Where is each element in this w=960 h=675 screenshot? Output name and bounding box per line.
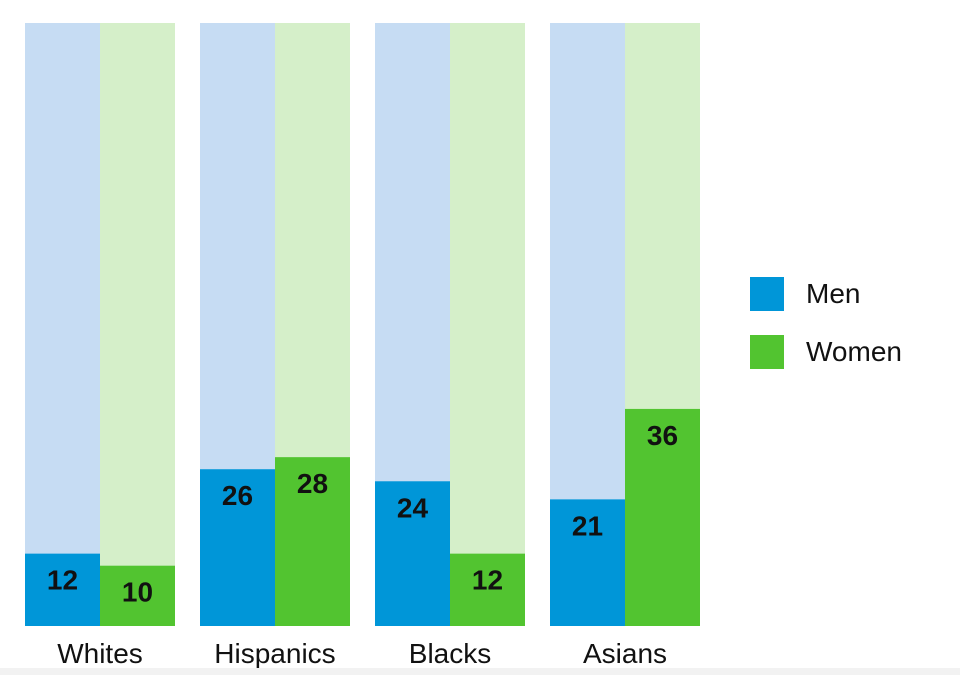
- bar-blacks-women: [450, 553, 525, 626]
- bar-background-whites-men: [25, 23, 100, 626]
- bar-asians-women: [625, 408, 700, 626]
- category-label-asians: Asians: [583, 638, 667, 669]
- bar-hispanics-men: [200, 469, 275, 626]
- data-label-hispanics-men: 26: [222, 480, 253, 511]
- legend-swatch-men: [750, 277, 784, 311]
- category-label-hispanics: Hispanics: [214, 638, 335, 669]
- data-label-blacks-women: 12: [472, 565, 503, 596]
- legend-item-men: Men: [750, 277, 902, 311]
- legend-swatch-women: [750, 335, 784, 369]
- bar-background-whites-women: [100, 23, 175, 626]
- data-label-blacks-men: 24: [397, 492, 429, 523]
- data-label-whites-women: 10: [122, 577, 153, 608]
- bar-whites-women: [100, 565, 175, 626]
- data-label-asians-women: 36: [647, 420, 678, 451]
- legend: Men Women: [750, 277, 902, 393]
- legend-item-women: Women: [750, 335, 902, 369]
- category-label-whites: Whites: [57, 638, 143, 669]
- legend-label-women: Women: [806, 336, 902, 367]
- bottom-strip: [0, 668, 960, 675]
- bar-whites-men: [25, 553, 100, 626]
- bar-hispanics-women: [275, 457, 350, 626]
- legend-label-men: Men: [806, 278, 861, 309]
- data-label-asians-men: 21: [572, 510, 603, 541]
- bar-blacks-men: [375, 481, 450, 626]
- data-label-hispanics-women: 28: [297, 468, 328, 499]
- data-label-whites-men: 12: [47, 565, 78, 596]
- bar-asians-men: [550, 499, 625, 626]
- category-label-blacks: Blacks: [409, 638, 491, 669]
- bar-background-blacks-women: [450, 23, 525, 626]
